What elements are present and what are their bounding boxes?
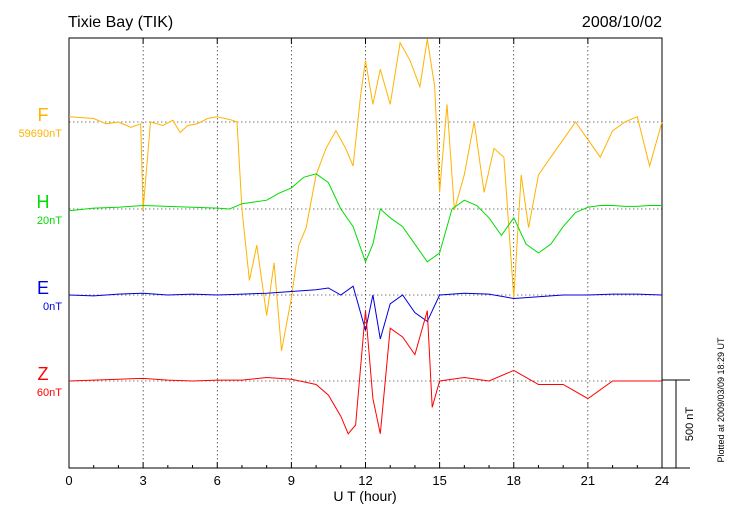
x-tick-label: 21 bbox=[581, 473, 595, 488]
x-tick-label: 15 bbox=[432, 473, 446, 488]
x-axis-label: U T (hour) bbox=[333, 488, 396, 504]
series-labels: F 59690nT H 20nT E 0nT Z 60nT bbox=[19, 105, 63, 399]
series-baseline-h: 20nT bbox=[37, 215, 62, 227]
x-tick-label: 0 bbox=[65, 473, 72, 488]
series-line-z bbox=[68, 310, 662, 435]
series-baseline-f: 59690nT bbox=[19, 128, 63, 140]
series-line-e bbox=[68, 285, 663, 340]
series-baseline-z: 60nT bbox=[37, 387, 62, 399]
scale-bar: 500 nT bbox=[662, 379, 696, 469]
plotted-at-note: Plotted at 2009/03/09 18:29 UT bbox=[716, 337, 726, 463]
x-tick-label: 12 bbox=[358, 473, 372, 488]
series-name-z: Z bbox=[38, 364, 49, 384]
series-name-h: H bbox=[37, 192, 50, 212]
series-line-h bbox=[68, 173, 662, 264]
x-ticks: 0 3 6 9 12 15 18 21 24 bbox=[65, 38, 669, 488]
series-baseline-e: 0nT bbox=[43, 301, 62, 313]
date-label: 2008/10/02 bbox=[582, 14, 662, 31]
series-line-f bbox=[68, 38, 663, 351]
x-tick-label: 6 bbox=[214, 473, 221, 488]
x-tick-label: 9 bbox=[288, 473, 295, 488]
x-tick-label: 3 bbox=[140, 473, 147, 488]
x-tick-label: 24 bbox=[655, 473, 669, 488]
x-tick-label: 18 bbox=[507, 473, 521, 488]
series-name-e: E bbox=[37, 278, 49, 298]
station-title: Tixie Bay (TIK) bbox=[68, 14, 173, 31]
series-group bbox=[68, 38, 663, 435]
gridlines bbox=[69, 38, 662, 468]
series-name-f: F bbox=[38, 105, 49, 125]
scale-bar-label: 500 nT bbox=[684, 407, 696, 442]
